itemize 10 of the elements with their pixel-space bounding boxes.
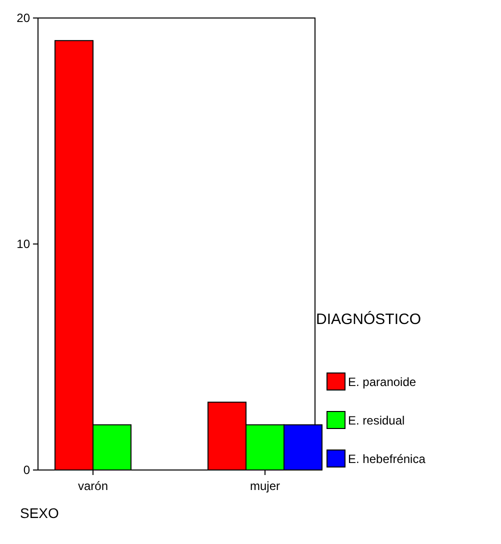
legend-label: E. paranoide <box>348 375 416 389</box>
y-tick-label: 20 <box>16 11 30 26</box>
x-tick-label: mujer <box>250 479 280 493</box>
legend-label: E. residual <box>348 414 405 428</box>
legend-label: E. hebefrénica <box>348 452 426 466</box>
y-tick-label: 0 <box>23 463 30 478</box>
y-tick-label: 10 <box>16 237 30 252</box>
legend-title: DIAGNÓSTICO <box>316 310 422 328</box>
x-axis-title: SEXO <box>20 505 60 521</box>
x-tick-label: varón <box>78 479 108 493</box>
